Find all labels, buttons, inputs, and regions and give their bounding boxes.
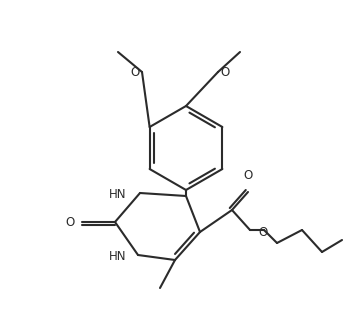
- Text: HN: HN: [109, 188, 126, 201]
- Text: O: O: [258, 225, 267, 238]
- Text: O: O: [131, 66, 140, 79]
- Text: HN: HN: [109, 250, 126, 262]
- Text: O: O: [66, 216, 75, 229]
- Text: O: O: [243, 169, 253, 182]
- Text: O: O: [220, 66, 229, 79]
